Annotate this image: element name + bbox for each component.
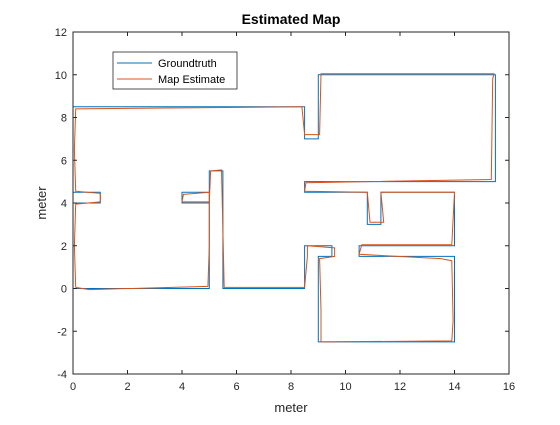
x-tick-label: 16 [503,381,515,393]
x-axis-label: meter [274,400,308,415]
series-line-map-estimate [73,73,495,343]
y-tick-label: 8 [61,113,67,125]
x-tick-label: 6 [233,381,239,393]
x-tick-label: 8 [288,381,294,393]
x-axis-ticks: 0 2 4 6 8 10 12 14 16 [70,32,515,393]
y-tick-label: 6 [61,155,67,167]
y-axis-label: meter [34,186,49,220]
y-tick-label: -4 [57,369,67,381]
x-tick-label: 10 [339,381,351,393]
y-tick-label: 4 [61,198,67,210]
y-tick-label: 10 [55,70,67,82]
x-tick-label: 2 [124,381,130,393]
y-tick-label: 0 [61,284,67,296]
x-tick-label: 14 [448,381,460,393]
y-tick-label: -2 [57,326,67,338]
x-tick-label: 12 [394,381,406,393]
x-tick-label: 0 [70,381,76,393]
legend-label-map-estimate: Map Estimate [158,74,225,86]
y-tick-label: 2 [61,241,67,253]
legend: Groundtruth Map Estimate [112,51,238,90]
series-layer [72,73,496,343]
x-tick-label: 4 [179,381,185,393]
legend-label-groundtruth: Groundtruth [158,58,217,70]
y-tick-label: 12 [55,27,67,39]
y-axis-ticks: -4 -2 0 2 4 6 8 10 12 [55,27,509,381]
legend-box [112,51,238,90]
chart-title: Estimated Map [242,11,341,27]
